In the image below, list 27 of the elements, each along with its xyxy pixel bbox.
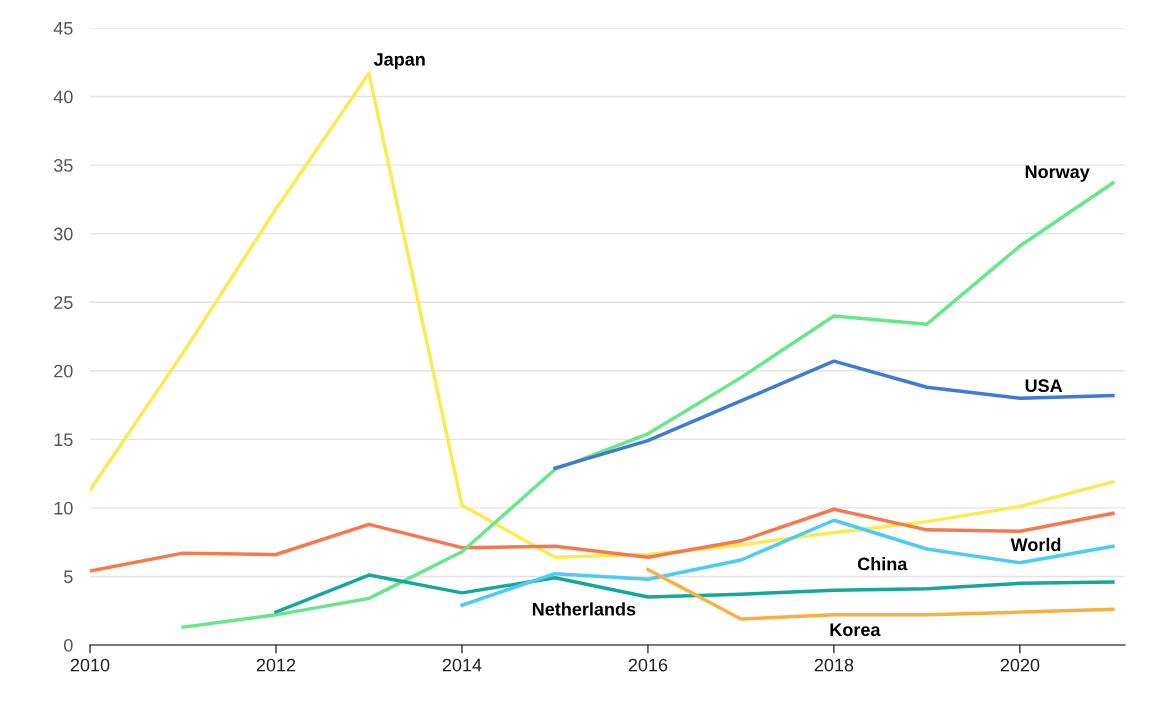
series-label: Korea [830, 623, 881, 637]
y-tick-label: 35 [53, 159, 73, 172]
x-tick-label: 2014 [442, 658, 482, 672]
line-series [553, 359, 1115, 470]
y-tick-label: 0 [64, 638, 73, 652]
series-label: World [1010, 537, 1061, 552]
y-tick-label: 45 [53, 22, 73, 35]
series-label: Netherlands [532, 602, 636, 616]
series-label: Norway [1025, 165, 1090, 182]
series-label: China [857, 557, 908, 571]
x-tick-label: 2010 [70, 658, 110, 672]
y-tick-label: 30 [53, 227, 73, 241]
x-tick-label: 2018 [814, 658, 854, 672]
x-tick-label: 2020 [1000, 658, 1040, 672]
y-tick-label: 40 [53, 90, 73, 104]
series-label: Japan [373, 53, 425, 70]
series-label: USA [1025, 379, 1063, 393]
y-tick-label: 15 [54, 433, 73, 447]
line-series [274, 573, 1115, 614]
y-tick-label: 25 [54, 296, 73, 309]
x-tick-label: 2012 [256, 658, 296, 672]
line-series [90, 507, 1115, 573]
y-tick-label: 20 [54, 364, 73, 378]
y-tick-label: 5 [64, 570, 73, 584]
y-tick-label: 10 [54, 501, 73, 515]
x-tick-label: 2016 [628, 658, 668, 672]
line-series [90, 71, 1115, 559]
